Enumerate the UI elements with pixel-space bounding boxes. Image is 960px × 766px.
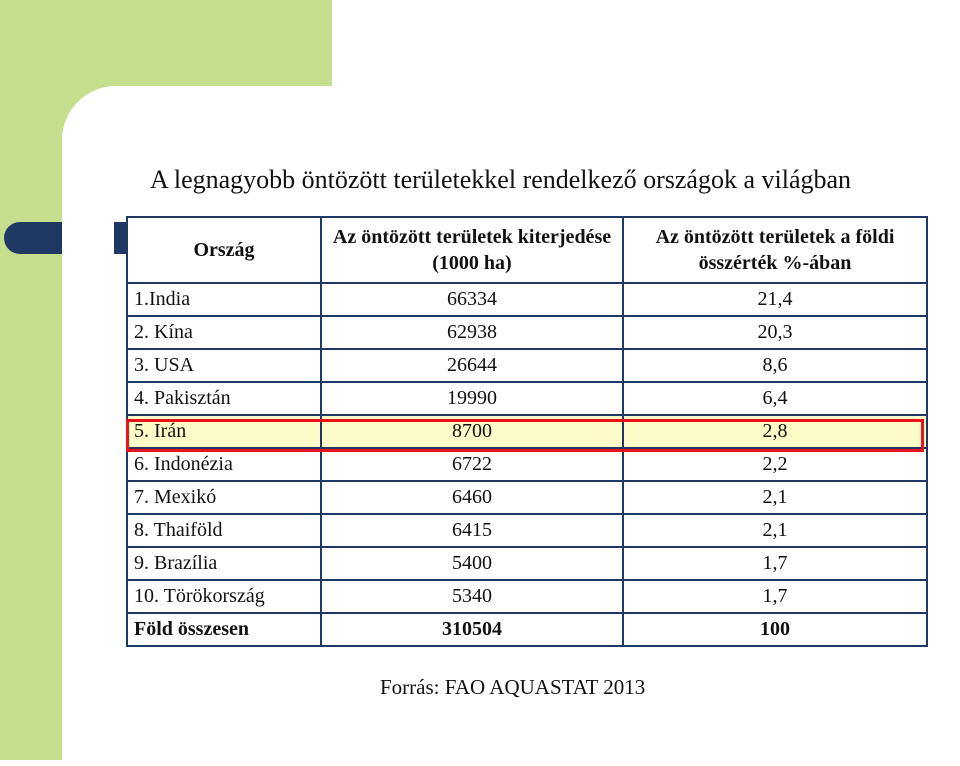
- table-row: 10. Törökország 5340 1,7: [126, 579, 928, 614]
- area-cell: 6415: [320, 513, 624, 548]
- table-row: 3. USA 26644 8,6: [126, 348, 928, 383]
- country-cell: 1.India: [126, 282, 322, 317]
- table-row: 8. Thaiföld 6415 2,1: [126, 513, 928, 548]
- share-cell: 1,7: [622, 546, 928, 581]
- country-cell: 3. USA: [126, 348, 322, 383]
- area-cell: 5340: [320, 579, 624, 614]
- share-cell: 6,4: [622, 381, 928, 416]
- area-cell: 6722: [320, 447, 624, 482]
- table-row: 6. Indonézia 6722 2,2: [126, 447, 928, 482]
- country-cell: 4. Pakisztán: [126, 381, 322, 416]
- slide-title: A legnagyobb öntözött területekkel rende…: [150, 165, 852, 194]
- table-row: 4. Pakisztán 19990 6,4: [126, 381, 928, 416]
- area-cell: 5400: [320, 546, 624, 581]
- area-cell: 26644: [320, 348, 624, 383]
- country-cell: 7. Mexikó: [126, 480, 322, 515]
- table-row-highlighted: 5. Irán 8700 2,8: [126, 414, 928, 449]
- total-label-cell: Föld összesen: [126, 612, 322, 647]
- table-row: 9. Brazília 5400 1,7: [126, 546, 928, 581]
- table-total-row: Föld összesen 310504 100: [126, 612, 928, 647]
- country-cell: 2. Kína: [126, 315, 322, 350]
- source-note: Forrás: FAO AQUASTAT 2013: [380, 675, 646, 699]
- table-row: 7. Mexikó 6460 2,1: [126, 480, 928, 515]
- area-cell: 19990: [320, 381, 624, 416]
- country-cell: 10. Törökország: [126, 579, 322, 614]
- country-cell: 5. Irán: [126, 414, 322, 449]
- table-row: 1.India 66334 21,4: [126, 282, 928, 317]
- share-cell: 8,6: [622, 348, 928, 383]
- header-share: Az öntözött területek a földi összérték …: [622, 216, 928, 284]
- header-area: Az öntözött területek kiterjedése (1000 …: [320, 216, 624, 284]
- irrigation-table: Ország Az öntözött területek kiterjedése…: [126, 216, 928, 647]
- share-cell: 21,4: [622, 282, 928, 317]
- country-cell: 6. Indonézia: [126, 447, 322, 482]
- table-header-row: Ország Az öntözött területek kiterjedése…: [126, 216, 928, 284]
- share-cell: 2,8: [622, 414, 928, 449]
- header-country: Ország: [126, 216, 322, 284]
- share-cell: 20,3: [622, 315, 928, 350]
- area-cell: 66334: [320, 282, 624, 317]
- country-cell: 9. Brazília: [126, 546, 322, 581]
- share-cell: 2,1: [622, 513, 928, 548]
- table-row: 2. Kína 62938 20,3: [126, 315, 928, 350]
- area-cell: 8700: [320, 414, 624, 449]
- accent-gap: [62, 222, 114, 254]
- share-cell: 2,2: [622, 447, 928, 482]
- share-cell: 1,7: [622, 579, 928, 614]
- total-share-cell: 100: [622, 612, 928, 647]
- area-cell: 62938: [320, 315, 624, 350]
- country-cell: 8. Thaiföld: [126, 513, 322, 548]
- area-cell: 6460: [320, 480, 624, 515]
- total-area-cell: 310504: [320, 612, 624, 647]
- share-cell: 2,1: [622, 480, 928, 515]
